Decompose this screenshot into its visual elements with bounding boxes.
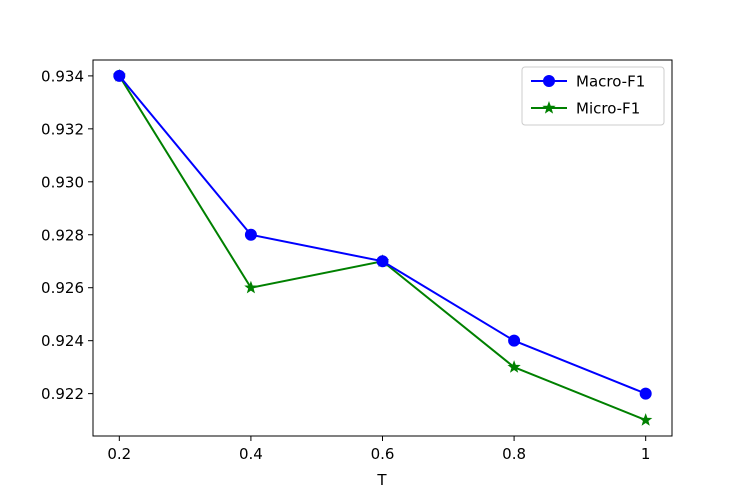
y-tick-label: 0.926 <box>41 279 84 297</box>
y-tick-label: 0.924 <box>41 332 84 350</box>
y-tick-label: 0.922 <box>41 385 84 403</box>
x-tick-label: 1 <box>641 445 651 463</box>
data-point <box>244 280 258 294</box>
x-tick-label: 0.2 <box>107 445 131 463</box>
x-axis-label: T <box>376 471 387 489</box>
y-tick-label: 0.928 <box>41 226 84 244</box>
x-tick-label: 0.6 <box>371 445 395 463</box>
y-tick-label: 0.934 <box>41 67 84 85</box>
series-macro-f1 <box>113 69 652 400</box>
x-tick-label: 0.8 <box>502 445 526 463</box>
data-point <box>244 228 257 241</box>
legend-item: Micro-F1 <box>531 100 640 118</box>
data-point <box>508 334 521 347</box>
legend-marker <box>543 75 555 87</box>
legend-label: Micro-F1 <box>576 100 640 118</box>
data-point <box>639 387 652 400</box>
data-point <box>507 360 521 373</box>
legend-item: Macro-F1 <box>531 73 645 91</box>
data-point <box>376 255 389 268</box>
x-axis: 0.2 0.4 0.6 0.8 1 <box>107 436 650 463</box>
y-tick-label: 0.930 <box>41 173 84 191</box>
y-axis: 0.922 0.924 0.926 0.928 0.930 0.932 0.934 <box>41 67 93 403</box>
series-layer <box>112 68 653 426</box>
data-point <box>113 69 126 82</box>
legend-marker <box>542 101 556 114</box>
legend: Macro-F1 Micro-F1 <box>521 66 665 126</box>
y-tick-label: 0.932 <box>41 120 84 138</box>
x-tick-label: 0.4 <box>239 445 263 463</box>
data-point <box>639 413 653 426</box>
legend-label: Macro-F1 <box>576 73 645 91</box>
